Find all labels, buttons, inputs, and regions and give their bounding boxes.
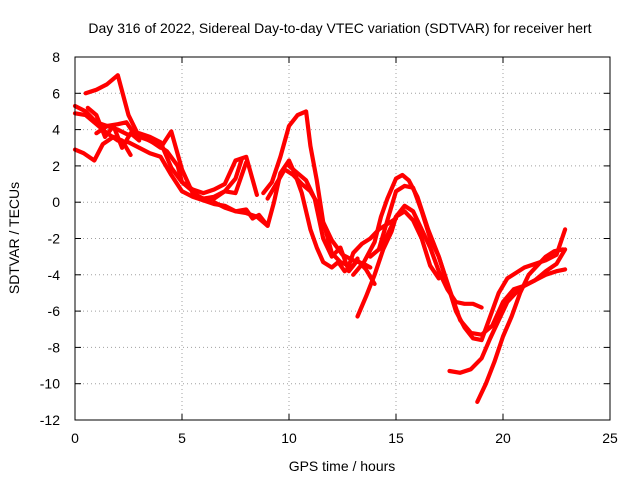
x-tick-label: 10 [281, 430, 297, 446]
series-track-11 [368, 183, 568, 343]
y-tick-label: -12 [40, 412, 60, 428]
x-tick-label: 20 [495, 430, 511, 446]
x-tick-label: 0 [71, 430, 79, 446]
grid [75, 57, 610, 420]
x-tick-label: 25 [602, 430, 618, 446]
y-axis-label: SDTVAR / TECUs [6, 182, 22, 294]
chart-title: Day 316 of 2022, Sidereal Day-to-day VTE… [88, 20, 591, 36]
series-track-4 [72, 134, 133, 163]
y-tick-label: 8 [52, 49, 60, 65]
series-group [72, 73, 568, 404]
y-tick-label: 6 [52, 85, 60, 101]
y-tick-label: -6 [48, 303, 61, 319]
series-track-15 [475, 247, 566, 404]
y-tick-label: 2 [52, 158, 60, 174]
series-track-13 [355, 209, 441, 319]
x-tick-label: 15 [388, 430, 404, 446]
x-axis-label: GPS time / hours [289, 458, 396, 474]
x-tick-labels: 0 5 10 15 20 25 [71, 430, 618, 446]
series-track-16 [85, 105, 142, 150]
series-track-3 [83, 73, 249, 201]
y-tick-labels: -12 -10 -8 -6 -4 -2 0 2 4 6 8 [40, 49, 60, 428]
y-tick-label: -10 [40, 376, 60, 392]
y-tick-label: -4 [48, 267, 61, 283]
y-tick-label: 4 [52, 122, 60, 138]
series-track-14 [447, 267, 568, 375]
x-tick-label: 5 [178, 430, 186, 446]
y-tick-label: -8 [48, 339, 61, 355]
y-tick-label: -2 [48, 231, 61, 247]
y-tick-label: 0 [52, 194, 60, 210]
tick-marks [74, 56, 611, 421]
